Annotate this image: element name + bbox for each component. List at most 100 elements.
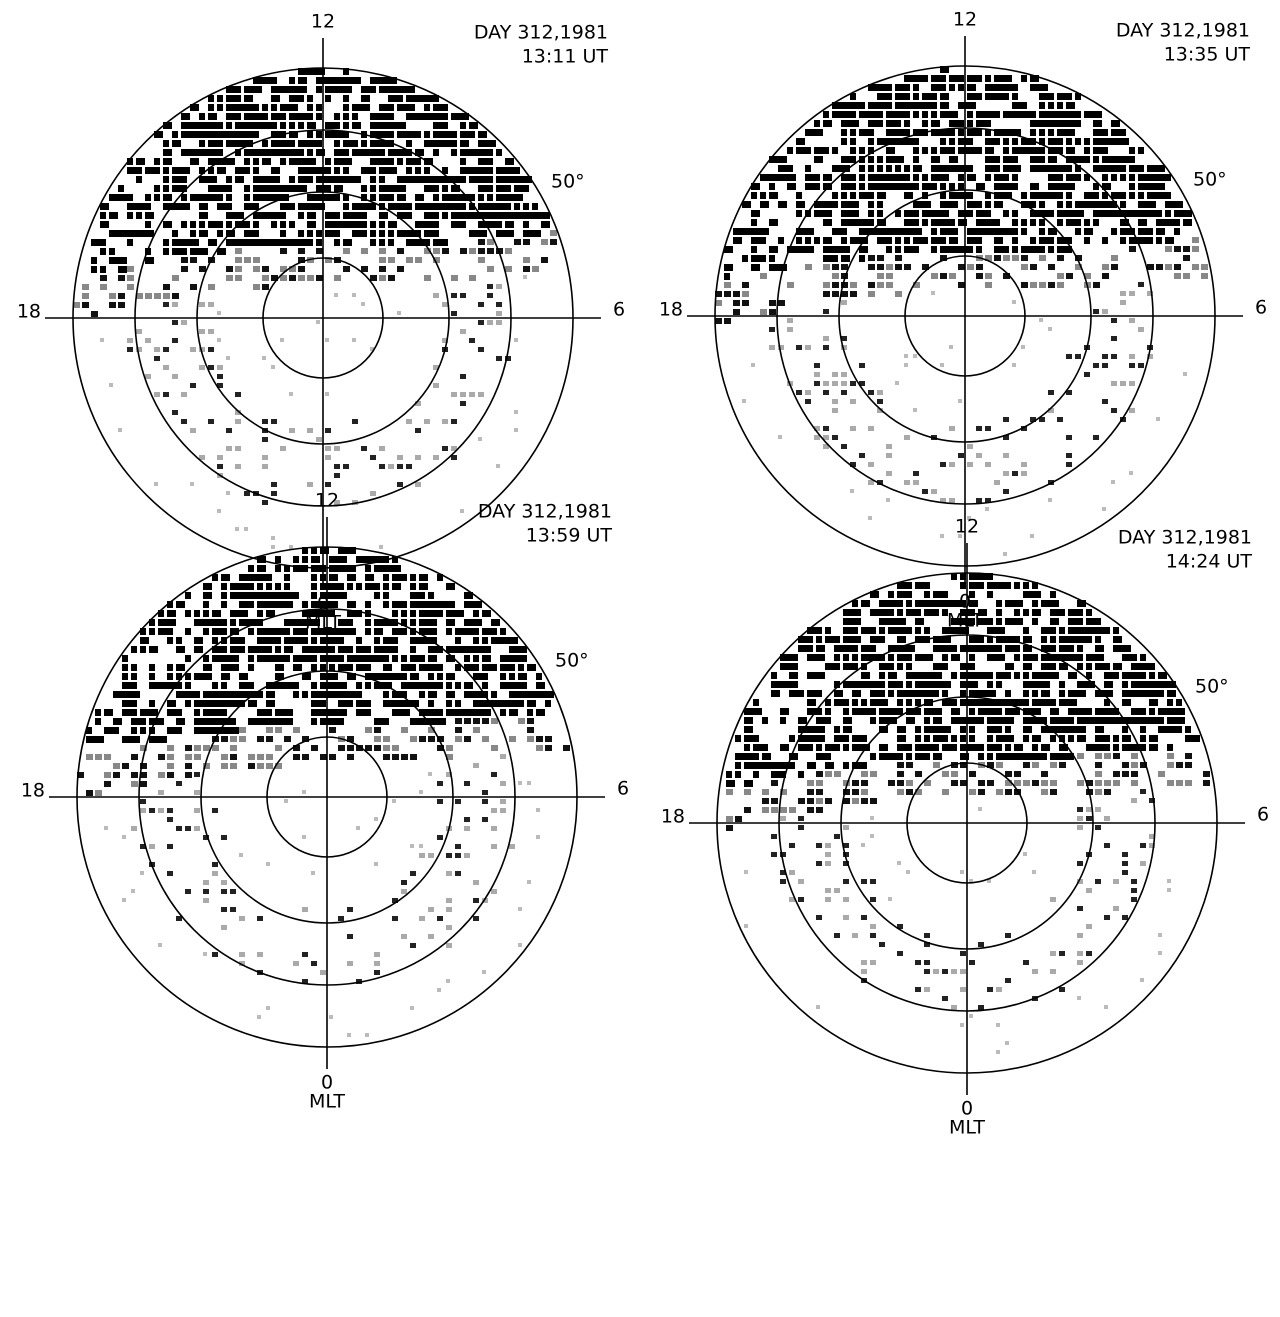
pixel	[904, 183, 913, 190]
pixel	[455, 646, 464, 653]
pixel	[536, 808, 540, 812]
pixel	[365, 655, 374, 662]
pixel	[913, 147, 919, 154]
pixel	[523, 239, 530, 245]
pixel	[307, 221, 316, 228]
pixel	[284, 628, 290, 635]
pixel	[392, 655, 398, 662]
pixel	[1138, 210, 1147, 217]
pixel	[334, 149, 343, 156]
pixel	[442, 140, 451, 147]
pixel	[753, 699, 759, 706]
pixel	[906, 780, 913, 786]
pixel	[185, 826, 191, 831]
pixel	[199, 149, 208, 156]
pixel	[428, 610, 437, 617]
pixel	[994, 165, 1000, 172]
pixel	[478, 257, 485, 263]
pixel	[419, 916, 425, 921]
pixel	[877, 201, 883, 208]
pixel	[861, 960, 867, 965]
pixel	[1039, 102, 1045, 109]
pixel	[374, 637, 380, 644]
pixel	[1077, 726, 1086, 733]
pixel	[996, 735, 1005, 742]
pixel	[987, 582, 996, 589]
pixel	[199, 221, 205, 228]
pixel	[437, 718, 446, 725]
pixel	[762, 789, 769, 795]
pixel	[1129, 165, 1138, 172]
pixel	[379, 113, 388, 120]
pixel	[924, 717, 930, 724]
pixel	[933, 969, 939, 974]
pixel	[194, 610, 200, 617]
pixel	[140, 637, 149, 644]
pixel	[275, 628, 284, 635]
pixel	[1111, 129, 1120, 136]
pixel	[118, 257, 127, 264]
pixel	[527, 691, 536, 698]
pixel	[969, 735, 975, 742]
pixel	[338, 655, 344, 662]
pixel	[897, 600, 903, 607]
pixel	[199, 194, 208, 201]
pixel	[1003, 84, 1012, 91]
pixel	[949, 219, 955, 226]
pixel	[715, 318, 722, 324]
pixel	[913, 183, 919, 190]
pixel	[904, 111, 910, 118]
pixel	[1014, 618, 1023, 625]
pixel	[509, 682, 518, 689]
pixel	[807, 726, 816, 733]
pixel	[1104, 1005, 1108, 1009]
pixel	[208, 194, 217, 201]
pixel	[1129, 147, 1135, 154]
pixel	[823, 174, 832, 181]
pixel	[496, 230, 505, 237]
pixel	[208, 284, 215, 290]
pixel	[388, 194, 394, 201]
pixel	[976, 246, 982, 253]
pixel	[1066, 102, 1075, 109]
pixel	[158, 619, 167, 626]
pixel	[1023, 852, 1027, 856]
pixel	[744, 807, 751, 813]
pixel	[491, 889, 497, 894]
pixel	[442, 203, 451, 210]
pixel	[419, 619, 428, 626]
pixel	[940, 84, 946, 91]
pixel	[284, 655, 290, 662]
pixel	[1005, 978, 1011, 983]
pixel	[841, 255, 850, 262]
pixel	[208, 239, 217, 246]
pixel	[940, 183, 946, 190]
pixel	[320, 574, 326, 581]
pixel	[446, 898, 452, 903]
pixel	[1122, 735, 1131, 742]
pixel	[127, 347, 133, 352]
pixel	[442, 185, 448, 192]
pixel	[1032, 600, 1038, 607]
pixel	[780, 717, 786, 724]
pixel	[185, 673, 191, 680]
pixel	[751, 219, 757, 226]
pixel	[1165, 192, 1171, 199]
pixel	[1122, 852, 1128, 857]
pixel	[969, 726, 975, 733]
pixel	[1095, 618, 1101, 625]
pixel	[379, 239, 385, 246]
pixel	[163, 302, 169, 307]
pixel	[987, 780, 994, 786]
pixel	[257, 736, 264, 742]
pixel	[230, 736, 237, 742]
pixel	[1059, 699, 1068, 706]
pixel	[343, 113, 349, 120]
pixel	[518, 700, 524, 707]
pixel	[131, 754, 138, 760]
pixel	[127, 284, 134, 290]
pixel	[861, 780, 868, 786]
pixel	[212, 700, 221, 707]
pixel	[1066, 147, 1075, 154]
pixel	[298, 167, 307, 174]
